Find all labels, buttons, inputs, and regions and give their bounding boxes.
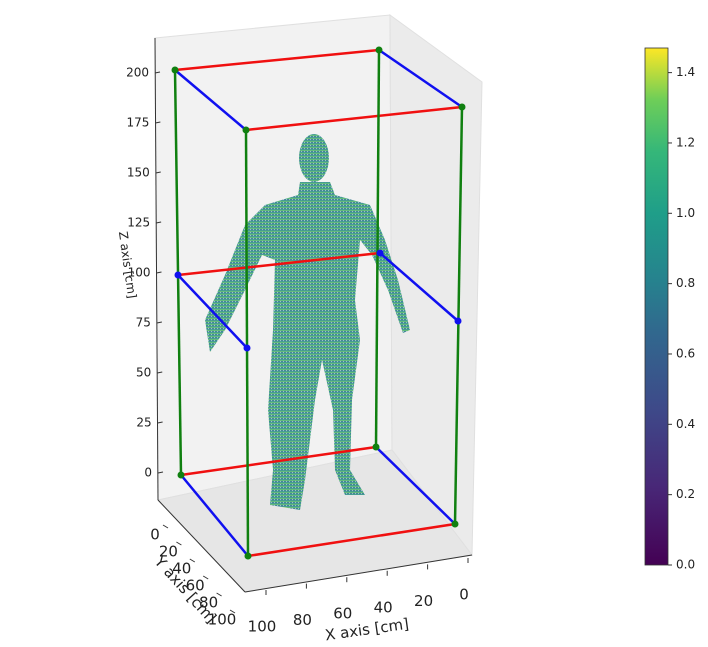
y-tick — [162, 524, 169, 529]
y-axis-line — [157, 499, 246, 593]
z-tick-label: 0 — [144, 466, 152, 480]
colorbar-tick-label: 1.4 — [676, 65, 695, 79]
x-tick-label: 80 — [293, 611, 312, 629]
colorbar-tick-label: 1.0 — [676, 206, 695, 220]
y-tick — [189, 558, 196, 563]
y-tick — [176, 541, 182, 546]
x-tick-label: 40 — [374, 598, 393, 616]
y-tick-label: 0 — [150, 526, 160, 544]
z-tick-label: 25 — [136, 416, 151, 430]
x-axis-line — [244, 554, 473, 593]
x-tick-label: 20 — [414, 592, 433, 610]
z-tick-label: 200 — [126, 66, 149, 80]
z-tick — [157, 421, 163, 424]
z-tick-label: 50 — [136, 366, 151, 380]
z-tick — [155, 171, 161, 174]
x-tick-label: 60 — [333, 605, 352, 623]
z-tick-label: 100 — [128, 266, 151, 280]
z-tick — [156, 221, 162, 224]
z-tick-label: 150 — [127, 166, 150, 180]
colorbar — [644, 47, 669, 566]
colorbar-tick-label: 1.2 — [676, 135, 695, 149]
y-tick — [202, 575, 209, 580]
z-tick-label: 175 — [126, 116, 149, 130]
colorbar-tick-label: 0.4 — [676, 417, 695, 431]
colorbar-tick-label: 0.0 — [676, 558, 695, 572]
point-cloud — [205, 134, 410, 510]
y-tick-label: 40 — [172, 560, 191, 578]
y-tick-label: 60 — [186, 577, 205, 595]
colorbar-tick-label: 0.6 — [676, 346, 695, 360]
colorbar-tick-label: 0.2 — [676, 487, 695, 501]
z-tick-label: 125 — [127, 216, 150, 230]
z-tick — [157, 471, 164, 474]
z-tick — [156, 271, 162, 274]
x-tick-label: 0 — [459, 586, 469, 604]
y-tick-label: 100 — [208, 611, 237, 629]
bounding-box — [171, 46, 466, 560]
y-tick-label: 20 — [159, 543, 178, 561]
y-tick — [216, 592, 222, 597]
z-tick-label: 75 — [136, 316, 151, 330]
colorbar-tick-label: 0.8 — [676, 276, 695, 290]
z-tick — [156, 321, 162, 324]
x-tick-label: 100 — [248, 618, 277, 636]
z-axis-line — [154, 37, 159, 501]
y-tick-label: 80 — [199, 594, 218, 612]
z-tick — [154, 71, 161, 74]
y-tick — [229, 609, 236, 614]
z-tick — [157, 371, 163, 374]
z-tick — [155, 121, 161, 124]
